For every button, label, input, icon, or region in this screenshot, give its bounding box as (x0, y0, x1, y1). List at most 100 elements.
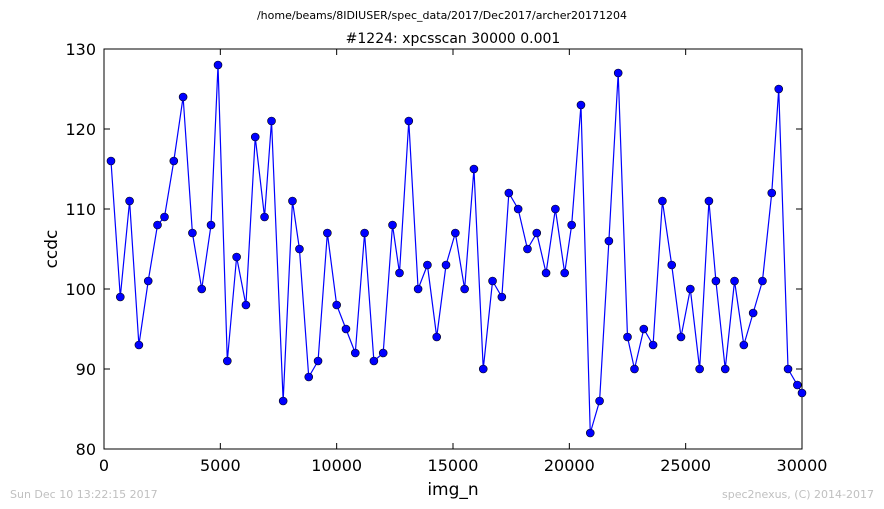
data-point (388, 220, 397, 230)
data-point (523, 244, 532, 254)
data-point (497, 292, 507, 302)
data-point (206, 220, 216, 230)
data-point (730, 276, 739, 286)
data-point (648, 340, 658, 350)
data-point (560, 268, 569, 278)
data-point (232, 252, 241, 262)
y-axis-label: ccdc (42, 230, 62, 269)
data-point (686, 284, 695, 294)
data-point (278, 396, 288, 406)
x-axis: 0 5000 10000 15000 20000 25000 30000 (99, 49, 828, 475)
data-point (551, 204, 560, 214)
data-point (169, 156, 179, 166)
data-point (241, 300, 251, 310)
y-tick-label: 130 (65, 40, 96, 59)
data-point (532, 228, 542, 238)
data-point (488, 276, 497, 286)
data-point (460, 284, 469, 294)
x-tick-label: 5000 (200, 456, 241, 475)
data-point (360, 228, 369, 238)
x-tick-label: 30000 (777, 456, 828, 475)
series-markers (106, 60, 807, 438)
data-point (711, 276, 721, 286)
data-point (125, 196, 134, 206)
data-point (260, 212, 269, 222)
data-point (295, 244, 304, 254)
data-point (267, 116, 276, 126)
plot-frame (103, 48, 803, 450)
data-point (404, 116, 414, 126)
data-point (793, 380, 802, 390)
data-point (797, 388, 807, 398)
data-point (160, 212, 169, 222)
data-point (423, 260, 432, 270)
data-point (774, 84, 784, 94)
data-point (567, 220, 576, 230)
data-point (106, 156, 116, 166)
data-point (250, 132, 260, 142)
data-point (541, 268, 551, 278)
data-point (223, 356, 232, 366)
data-point (332, 300, 341, 310)
data-point (613, 68, 623, 78)
data-point (630, 364, 639, 374)
data-point (213, 60, 223, 70)
x-tick-label: 25000 (660, 456, 711, 475)
data-point (576, 100, 586, 110)
y-tick-label: 110 (65, 200, 96, 219)
data-point (783, 364, 793, 374)
data-point (667, 260, 677, 270)
data-point (478, 364, 488, 374)
path-title: /home/beams/8IDIUSER/spec_data/2017/Dec2… (257, 9, 627, 22)
data-point (115, 292, 125, 302)
data-point (441, 260, 451, 270)
data-point (451, 228, 460, 238)
data-point (395, 268, 404, 278)
data-point (704, 196, 714, 206)
data-point (739, 340, 749, 350)
data-point (767, 188, 777, 198)
x-tick-label: 15000 (428, 456, 479, 475)
footer-credit: spec2nexus, (C) 2014-2017 (722, 488, 874, 501)
data-point (304, 372, 314, 382)
footer-timestamp: Sun Dec 10 13:22:15 2017 (10, 488, 158, 501)
x-tick-label: 0 (99, 456, 109, 475)
data-point (350, 348, 360, 358)
data-point (178, 92, 188, 102)
data-point (313, 356, 323, 366)
data-point (153, 220, 162, 230)
data-point (604, 236, 614, 246)
data-point (143, 276, 153, 286)
data-point (504, 188, 514, 198)
y-tick-label: 90 (76, 360, 96, 379)
data-point (323, 228, 332, 238)
data-point (432, 332, 442, 342)
y-tick-label: 120 (65, 120, 96, 139)
data-point (378, 348, 388, 358)
data-point (134, 340, 144, 350)
y-tick-label: 80 (76, 440, 96, 459)
data-point (341, 324, 351, 334)
x-tick-label: 20000 (544, 456, 595, 475)
data-point (369, 356, 379, 366)
data-point (188, 228, 197, 238)
data-point (658, 196, 667, 206)
data-point (513, 204, 523, 214)
x-tick-label: 10000 (311, 456, 362, 475)
y-axis: 80 90 100 110 120 130 (65, 40, 802, 459)
series-line (110, 64, 803, 434)
data-point (197, 284, 207, 294)
y-tick-label: 100 (65, 280, 96, 299)
data-point (639, 324, 649, 334)
chart-title: #1224: xpcsscan 30000 0.001 (346, 31, 561, 47)
data-point (595, 396, 604, 406)
data-point (288, 196, 297, 206)
data-point (676, 332, 686, 342)
x-axis-label: img_n (427, 480, 478, 500)
data-point (469, 164, 479, 174)
data-point (748, 308, 758, 318)
data-point (720, 364, 730, 374)
data-point (695, 364, 704, 374)
data-point (758, 276, 767, 286)
